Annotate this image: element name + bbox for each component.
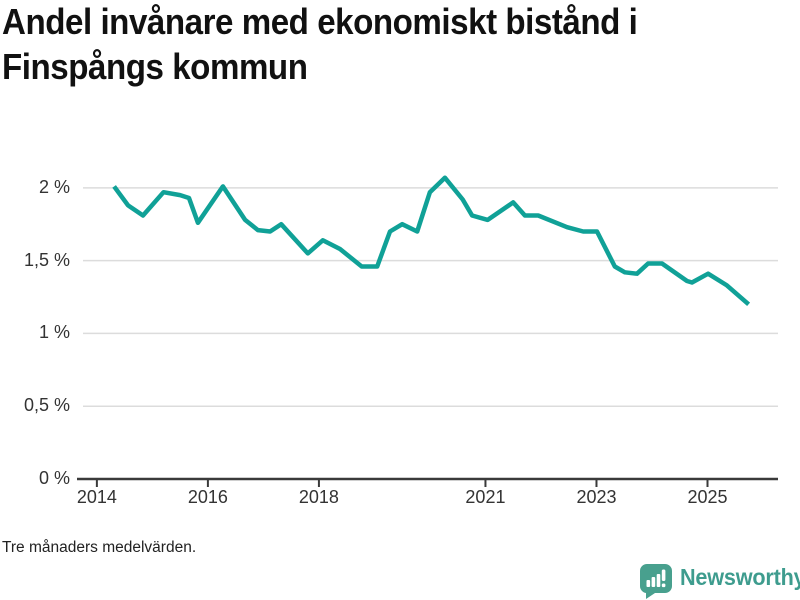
chart-title: Andel invånare med ekonomiskt bistånd i … (2, 0, 720, 89)
bar-chart-speech-bubble-icon (639, 564, 672, 599)
newsworthy-wordmark: Newsworthy (680, 564, 800, 590)
trend-line (112, 175, 751, 306)
x-axis-tick-label: 2021 (465, 487, 506, 507)
x-axis-tick-label: 2025 (687, 487, 728, 507)
chart-title-line-2: Finspångs kommun (2, 46, 308, 87)
newsworthy-logo[interactable]: Newsworthy (639, 562, 800, 600)
y-axis-tick-label: 1 % (38, 322, 70, 343)
y-axis-tick-label: 0 % (38, 468, 70, 488)
chart-title-line-1: Andel invånare med ekonomiskt bistånd i (2, 1, 638, 42)
y-axis-tick-label: 2 % (38, 176, 70, 197)
x-axis-tick-label: 2016 (187, 487, 228, 507)
footnote: Tre månaders medelvärden. (2, 539, 197, 556)
y-axis-tick-label: 1,5 % (23, 249, 70, 270)
x-axis-tick-label: 2014 (76, 487, 117, 507)
y-axis-tick-label: 0,5 % (23, 395, 70, 416)
x-axis-tick-label: 2018 (298, 487, 339, 507)
x-axis-tick-label: 2023 (576, 487, 617, 507)
